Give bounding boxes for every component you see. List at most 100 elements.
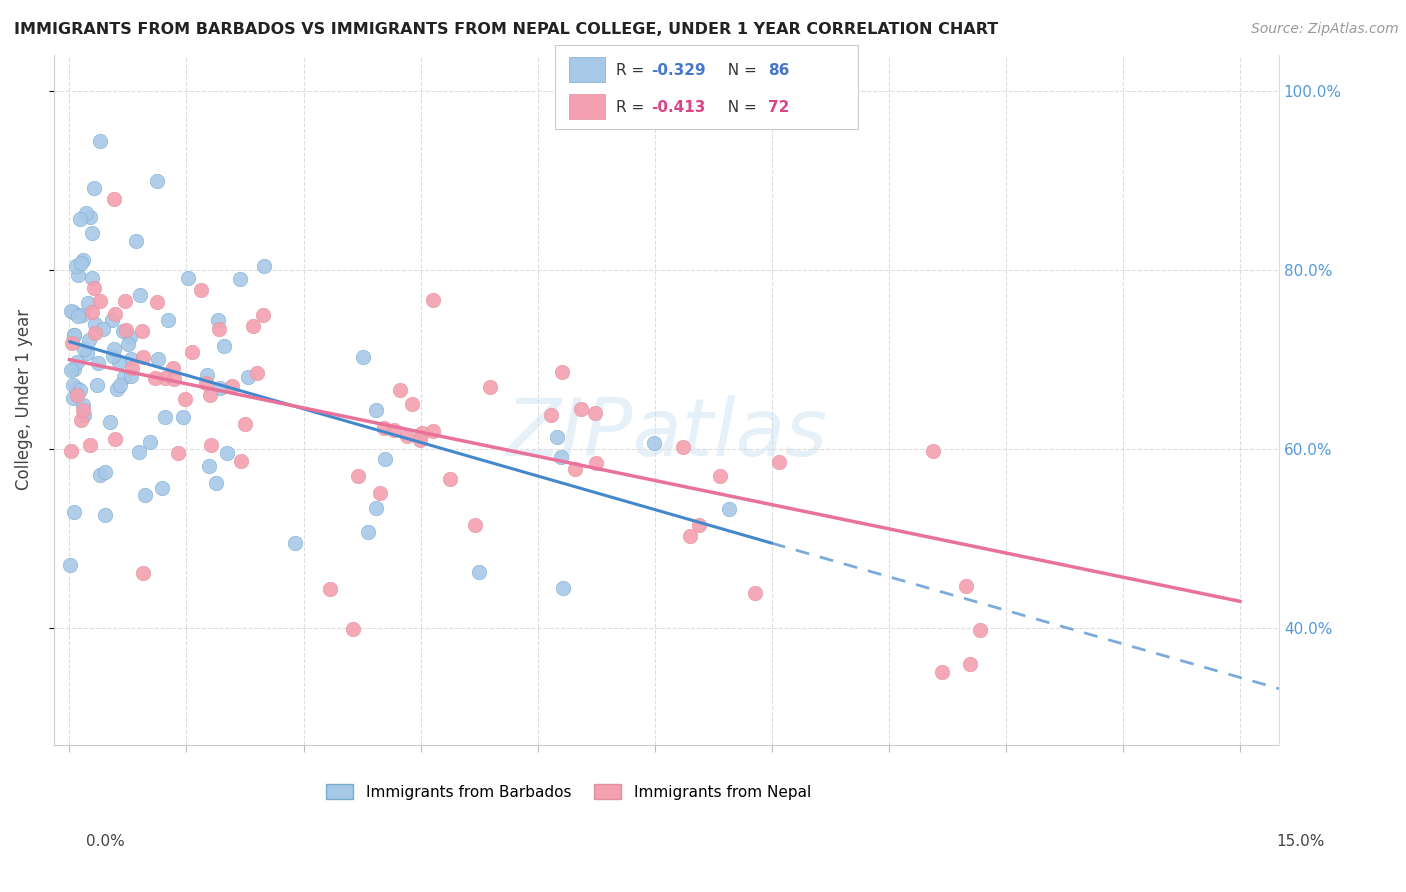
Point (342, 622, 364, 636)
Y-axis label: College, Under 1 year: College, Under 1 year (15, 310, 32, 491)
Point (105, 382, 128, 396)
Point (411, 425, 433, 440)
Point (439, 471, 461, 485)
Point (94, 508, 117, 522)
Point (66, 309, 89, 323)
Legend: Immigrants from Barbados, Immigrants from Nepal: Immigrants from Barbados, Immigrants fro… (319, 778, 817, 805)
Point (146, 351, 169, 366)
Point (98, 415, 121, 429)
Point (401, 397, 423, 411)
Point (146, 173, 169, 187)
Point (76, 345, 98, 359)
Point (236, 370, 259, 384)
Point (208, 322, 231, 336)
Point (922, 444, 945, 458)
Point (959, 657, 981, 671)
Point (173, 392, 195, 406)
Point (114, 294, 136, 309)
Point (132, 351, 155, 365)
Point (89, 467, 111, 482)
Point (955, 579, 977, 593)
Point (373, 420, 395, 434)
Point (83, 181, 105, 195)
Point (546, 430, 568, 444)
Point (70, 308, 93, 322)
Point (364, 403, 387, 417)
Point (63, 327, 86, 342)
Point (84, 317, 107, 331)
Point (672, 441, 695, 455)
Point (717, 501, 740, 516)
Point (253, 259, 276, 273)
Point (207, 313, 229, 327)
Point (214, 339, 236, 353)
Point (550, 450, 572, 465)
Point (396, 428, 419, 442)
Point (107, 355, 129, 369)
Point (77, 333, 100, 347)
Point (86, 378, 108, 392)
Point (150, 481, 173, 495)
Point (366, 500, 388, 515)
Point (464, 518, 486, 533)
Point (229, 272, 252, 286)
Point (190, 284, 212, 298)
Point (89, 294, 111, 309)
Point (89, 134, 111, 148)
Point (195, 368, 218, 383)
Point (75, 206, 97, 220)
Point (69, 211, 91, 226)
Point (79, 210, 101, 224)
Point (129, 287, 152, 301)
Point (62, 391, 84, 405)
Text: 0.0%: 0.0% (86, 834, 125, 848)
Point (73, 408, 96, 422)
Point (408, 434, 430, 448)
Point (233, 417, 256, 431)
Point (198, 459, 221, 474)
Text: IMMIGRANTS FROM BARBADOS VS IMMIGRANTS FROM NEPAL COLLEGE, UNDER 1 YEAR CORRELAT: IMMIGRANTS FROM BARBADOS VS IMMIGRANTS F… (14, 22, 998, 37)
Point (84, 326, 107, 341)
Point (374, 452, 396, 467)
Point (79, 438, 101, 452)
Point (63, 361, 86, 376)
Point (768, 454, 790, 468)
Point (422, 293, 444, 307)
Point (208, 381, 231, 395)
Point (62, 328, 84, 343)
Point (177, 271, 200, 285)
Point (571, 401, 593, 416)
Point (688, 518, 710, 533)
Point (72, 403, 94, 417)
Text: R =: R = (616, 63, 650, 78)
Point (86, 356, 108, 370)
Point (679, 529, 702, 543)
Point (143, 371, 166, 385)
Point (565, 111, 588, 125)
Point (72, 253, 94, 268)
Point (131, 566, 153, 580)
Point (181, 345, 204, 359)
Point (382, 423, 405, 437)
Point (252, 308, 274, 322)
Point (198, 388, 221, 402)
Text: ZIPatlas: ZIPatlas (505, 395, 828, 474)
Point (204, 476, 226, 491)
Text: R =: R = (616, 100, 650, 115)
Point (120, 351, 142, 366)
Point (65, 259, 87, 273)
Point (66, 388, 89, 402)
Text: 15.0%: 15.0% (1277, 834, 1324, 848)
Point (65, 381, 87, 395)
Point (112, 325, 135, 339)
Point (72, 342, 94, 356)
Point (931, 665, 953, 680)
Point (83, 281, 105, 295)
Point (172, 409, 194, 424)
Point (59, 363, 82, 377)
Point (709, 469, 731, 483)
Point (67, 268, 90, 282)
Point (65, 355, 87, 369)
Point (59, 304, 82, 318)
Text: -0.413: -0.413 (651, 100, 706, 115)
